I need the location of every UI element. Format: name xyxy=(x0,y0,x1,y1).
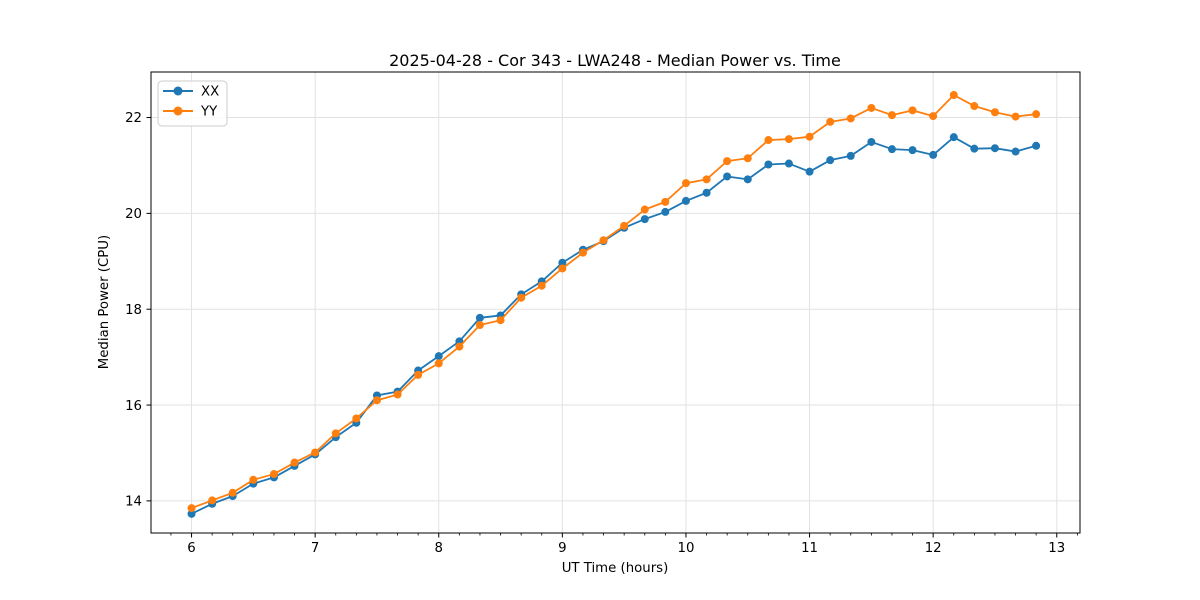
data-point-marker-yy xyxy=(187,504,196,513)
data-point-marker-xx xyxy=(723,172,732,181)
y-tick-label: 16 xyxy=(125,399,142,414)
data-point-marker-yy xyxy=(908,106,917,115)
data-point-marker-xx xyxy=(888,145,896,154)
data-point-marker-xx xyxy=(908,146,917,155)
data-point-marker-yy xyxy=(1011,112,1020,121)
data-point-marker-xx xyxy=(846,151,855,160)
data-point-marker-xx xyxy=(475,313,484,322)
data-point-marker-yy xyxy=(743,154,752,163)
y-axis-label: Median Power (CPU) xyxy=(97,235,112,369)
data-point-marker-yy xyxy=(620,221,629,230)
data-point-marker-yy xyxy=(331,429,340,438)
legend-label-yy: YY xyxy=(200,105,218,120)
plot-area xyxy=(151,72,1080,533)
data-point-marker-yy xyxy=(517,293,526,302)
data-point-marker-yy xyxy=(372,396,381,405)
data-point-marker-xx xyxy=(1032,141,1041,150)
x-tick-label: 10 xyxy=(677,541,694,556)
axis-tick-labels: 6 7 8 9 10 11 12 13 14 16 18 20 22 xyxy=(125,111,1065,556)
data-point-marker-yy xyxy=(393,390,402,399)
y-tick-label: 20 xyxy=(125,207,142,222)
data-point-marker-yy xyxy=(949,91,958,99)
legend-marker-xx xyxy=(173,86,183,96)
data-point-marker-yy xyxy=(599,236,608,245)
data-series xyxy=(187,91,1041,518)
data-point-marker-yy xyxy=(805,132,814,141)
x-axis-label: UT Time (hours) xyxy=(562,561,669,576)
data-point-marker-yy xyxy=(537,281,546,290)
data-point-marker-yy xyxy=(990,108,999,117)
plot-border xyxy=(150,71,1081,534)
x-tick-label: 9 xyxy=(558,541,566,556)
data-point-marker-yy xyxy=(311,448,320,457)
data-point-marker-yy xyxy=(867,103,876,112)
y-tick-label: 22 xyxy=(125,111,142,126)
x-tick-label: 11 xyxy=(801,541,818,556)
data-point-marker-yy xyxy=(496,316,505,325)
data-point-marker-yy xyxy=(475,321,484,330)
data-point-marker-yy xyxy=(764,136,773,145)
data-point-marker-yy xyxy=(723,157,732,166)
data-point-marker-xx xyxy=(805,167,814,176)
x-tick-label: 6 xyxy=(187,541,195,556)
chart-title: 2025-04-28 - Cor 343 - LWA248 - Median P… xyxy=(389,51,841,70)
data-point-marker-yy xyxy=(681,179,690,188)
data-point-marker-xx xyxy=(187,509,196,518)
data-point-marker-yy xyxy=(929,112,938,121)
data-point-marker-xx xyxy=(681,196,690,205)
data-point-marker-yy xyxy=(702,175,711,184)
data-point-marker-xx xyxy=(764,160,773,169)
data-point-marker-xx xyxy=(949,133,958,142)
data-point-marker-yy xyxy=(228,488,237,497)
data-point-marker-yy xyxy=(558,264,567,273)
data-point-marker-xx xyxy=(867,137,876,146)
data-point-marker-yy xyxy=(578,248,587,257)
data-point-marker-xx xyxy=(661,207,670,216)
data-point-marker-yy xyxy=(455,342,464,351)
x-tick-label: 7 xyxy=(311,541,319,556)
data-point-marker-yy xyxy=(970,102,979,111)
data-point-marker-xx xyxy=(929,150,938,159)
data-point-marker-xx xyxy=(434,352,443,361)
legend: XX YY xyxy=(157,80,228,127)
data-point-marker-yy xyxy=(434,359,443,368)
data-point-marker-yy xyxy=(414,370,423,379)
data-point-marker-xx xyxy=(640,215,649,224)
data-point-marker-xx xyxy=(784,159,793,168)
data-point-marker-yy xyxy=(352,414,361,423)
x-tick-label: 13 xyxy=(1048,541,1065,556)
x-tick-label: 8 xyxy=(435,541,443,556)
data-point-marker-yy xyxy=(661,197,670,206)
y-tick-label: 18 xyxy=(125,303,142,318)
data-point-marker-xx xyxy=(743,175,752,184)
data-point-marker-yy xyxy=(249,475,258,484)
x-tick-label: 12 xyxy=(925,541,942,556)
y-tick-label: 14 xyxy=(125,495,142,510)
data-point-marker-xx xyxy=(1011,147,1020,156)
data-point-marker-yy xyxy=(784,135,793,144)
data-point-marker-yy xyxy=(1032,110,1041,119)
data-point-marker-xx xyxy=(558,258,567,267)
data-point-marker-yy xyxy=(846,114,855,123)
data-point-marker-xx xyxy=(826,156,835,165)
data-point-marker-yy xyxy=(208,496,217,505)
data-point-marker-xx xyxy=(970,144,979,153)
data-point-marker-xx xyxy=(990,144,999,153)
gridlines xyxy=(151,72,1080,533)
data-point-marker-yy xyxy=(269,470,278,479)
legend-marker-yy xyxy=(173,106,183,116)
data-point-marker-yy xyxy=(640,205,649,214)
data-point-marker-yy xyxy=(888,111,896,120)
legend-label-xx: XX xyxy=(201,85,219,100)
data-point-marker-yy xyxy=(290,458,299,467)
axis-ticks xyxy=(146,117,1078,538)
data-point-marker-yy xyxy=(826,117,835,126)
data-point-marker-xx xyxy=(702,188,711,197)
